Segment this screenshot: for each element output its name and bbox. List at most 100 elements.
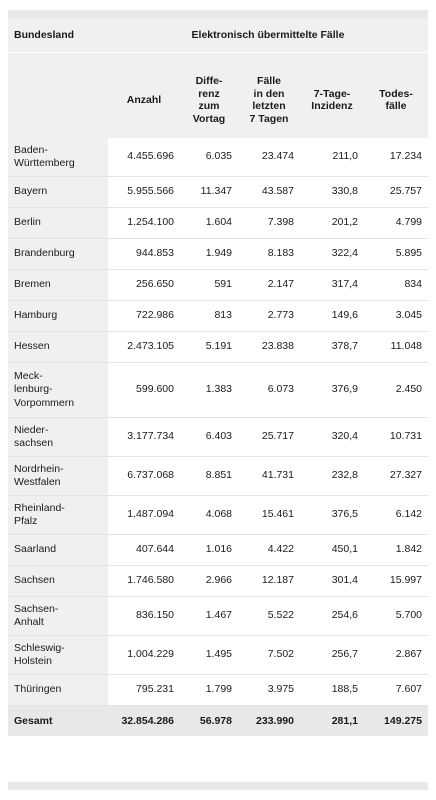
cell-anzahl: 4.455.696 <box>108 138 180 177</box>
cell-state: Schleswig- Holstein <box>8 635 108 675</box>
cell-state: Hamburg <box>8 300 108 332</box>
column-header-anzahl: Anzahl <box>108 62 180 138</box>
cell-differenz: 1.383 <box>180 362 238 418</box>
table-row: Hamburg 722.986 813 2.773 149,6 3.045 <box>8 300 428 332</box>
state-name-line: Baden- <box>14 143 48 156</box>
cell-todesfaelle: 27.327 <box>364 456 428 496</box>
cell-anzahl: 795.231 <box>108 674 180 706</box>
cell-todesfaelle: 15.997 <box>364 565 428 597</box>
cell-todesfaelle: 25.757 <box>364 176 428 208</box>
header-state-empty <box>8 62 108 138</box>
cell-total-todesfaelle: 149.275 <box>364 705 428 736</box>
cell-inzidenz: 232,8 <box>300 456 364 496</box>
cell-state: Hessen <box>8 331 108 363</box>
cell-faelle-7-tage: 3.975 <box>238 674 300 706</box>
cell-faelle-7-tage: 23.838 <box>238 331 300 363</box>
cell-inzidenz: 317,4 <box>300 269 364 301</box>
cell-anzahl: 407.644 <box>108 534 180 566</box>
cell-anzahl: 3.177.734 <box>108 417 180 457</box>
cell-differenz: 6.403 <box>180 417 238 457</box>
cell-differenz: 1.467 <box>180 596 238 636</box>
cell-anzahl: 722.986 <box>108 300 180 332</box>
state-name-line: Saarland <box>14 543 57 556</box>
cell-state: Nordrhein- Westfalen <box>8 456 108 496</box>
table-row: Bayern 5.955.566 11.347 43.587 330,8 25.757 <box>8 176 428 208</box>
cell-state: Thüringen <box>8 674 108 706</box>
state-name-line: Berlin <box>14 216 41 229</box>
state-name-line: Württemberg <box>14 157 75 169</box>
state-name-line: Anhalt <box>14 616 44 628</box>
state-name-line: Sachsen <box>14 574 55 587</box>
cell-todesfaelle: 7.607 <box>364 674 428 706</box>
cell-inzidenz: 211,0 <box>300 138 364 177</box>
state-name-line: Nieder- <box>14 423 49 436</box>
cell-inzidenz: 254,6 <box>300 596 364 636</box>
table-row: Thüringen 795.231 1.799 3.975 188,5 7.607 <box>8 674 428 706</box>
state-name-line: Meck- <box>14 369 43 382</box>
cell-inzidenz: 301,4 <box>300 565 364 597</box>
header-group: Elektronisch übermittelte Fälle <box>108 18 428 53</box>
cell-inzidenz: 376,9 <box>300 362 364 418</box>
cell-state: Baden- Württemberg <box>8 138 108 177</box>
cell-inzidenz: 201,2 <box>300 207 364 239</box>
table-row: Brandenburg 944.853 1.949 8.183 322,4 5.895 <box>8 238 428 270</box>
cell-todesfaelle: 1.842 <box>364 534 428 566</box>
cell-state: Sachsen <box>8 565 108 597</box>
table-row: Saarland 407.644 1.016 4.422 450,1 1.842 <box>8 534 428 566</box>
cell-state: Nieder-sachsen <box>8 417 108 457</box>
cell-faelle-7-tage: 8.183 <box>238 238 300 270</box>
table-row: Bremen 256.650 591 2.147 317,4 834 <box>8 269 428 301</box>
cell-faelle-7-tage: 23.474 <box>238 138 300 177</box>
cell-differenz: 813 <box>180 300 238 332</box>
column-header-faelle-7-tage: Fälle in den letzten 7 Tagen <box>238 62 300 138</box>
cell-todesfaelle: 2.450 <box>364 362 428 418</box>
header-gap <box>8 52 428 62</box>
cell-anzahl: 1.004.229 <box>108 635 180 675</box>
cell-total-inzidenz: 281,1 <box>300 705 364 736</box>
cell-todesfaelle: 834 <box>364 269 428 301</box>
cell-state: Berlin <box>8 207 108 239</box>
cell-differenz: 1.949 <box>180 238 238 270</box>
cell-faelle-7-tage: 2.773 <box>238 300 300 332</box>
cell-differenz: 11.347 <box>180 176 238 208</box>
table-body: Bundesland Elektronisch übermittelte Fäl… <box>8 10 428 736</box>
cell-faelle-7-tage: 5.522 <box>238 596 300 636</box>
cell-differenz: 2.966 <box>180 565 238 597</box>
cell-differenz: 4.068 <box>180 495 238 535</box>
cell-anzahl: 836.150 <box>108 596 180 636</box>
cell-faelle-7-tage: 12.187 <box>238 565 300 597</box>
bottom-strip <box>8 782 428 790</box>
state-name-line: Vorpommern <box>14 396 75 409</box>
state-name-line: Nordrhein- <box>14 462 64 475</box>
cell-anzahl: 1.487.094 <box>108 495 180 535</box>
cell-inzidenz: 376,5 <box>300 495 364 535</box>
cell-anzahl: 6.737.068 <box>108 456 180 496</box>
cell-inzidenz: 188,5 <box>300 674 364 706</box>
table-row: Hessen 2.473.105 5.191 23.838 378,7 11.048 <box>8 331 428 363</box>
cell-state: Sachsen- Anhalt <box>8 596 108 636</box>
cell-state: Rheinland- Pfalz <box>8 495 108 535</box>
cell-anzahl: 256.650 <box>108 269 180 301</box>
cell-differenz: 6.035 <box>180 138 238 177</box>
cell-faelle-7-tage: 2.147 <box>238 269 300 301</box>
total-row: Gesamt 32.854.286 56.978 233.990 281,1 149.27… <box>8 705 428 736</box>
column-header-line: letzten <box>252 100 286 112</box>
table-row: Nordrhein- Westfalen 6.737.068 8.851 41.731 2… <box>8 456 428 496</box>
state-name-line: Thüringen <box>14 683 62 696</box>
cell-differenz: 1.016 <box>180 534 238 566</box>
state-name-line: lenburg- <box>14 383 53 396</box>
cell-anzahl: 599.600 <box>108 362 180 418</box>
cell-differenz: 1.604 <box>180 207 238 239</box>
cell-anzahl: 1.254.100 <box>108 207 180 239</box>
column-header-line: fälle <box>385 100 407 112</box>
cell-inzidenz: 149,6 <box>300 300 364 332</box>
cell-state: Bremen <box>8 269 108 301</box>
state-name-line: Hamburg <box>14 309 58 322</box>
header-state: Bundesland <box>8 18 108 53</box>
state-name-line: Bremen <box>14 278 51 291</box>
cell-todesfaelle: 5.895 <box>364 238 428 270</box>
cell-anzahl: 2.473.105 <box>108 331 180 363</box>
header-row-group: Bundesland Elektronisch übermittelte Fäl… <box>8 18 428 53</box>
cell-inzidenz: 320,4 <box>300 417 364 457</box>
cell-inzidenz: 450,1 <box>300 534 364 566</box>
